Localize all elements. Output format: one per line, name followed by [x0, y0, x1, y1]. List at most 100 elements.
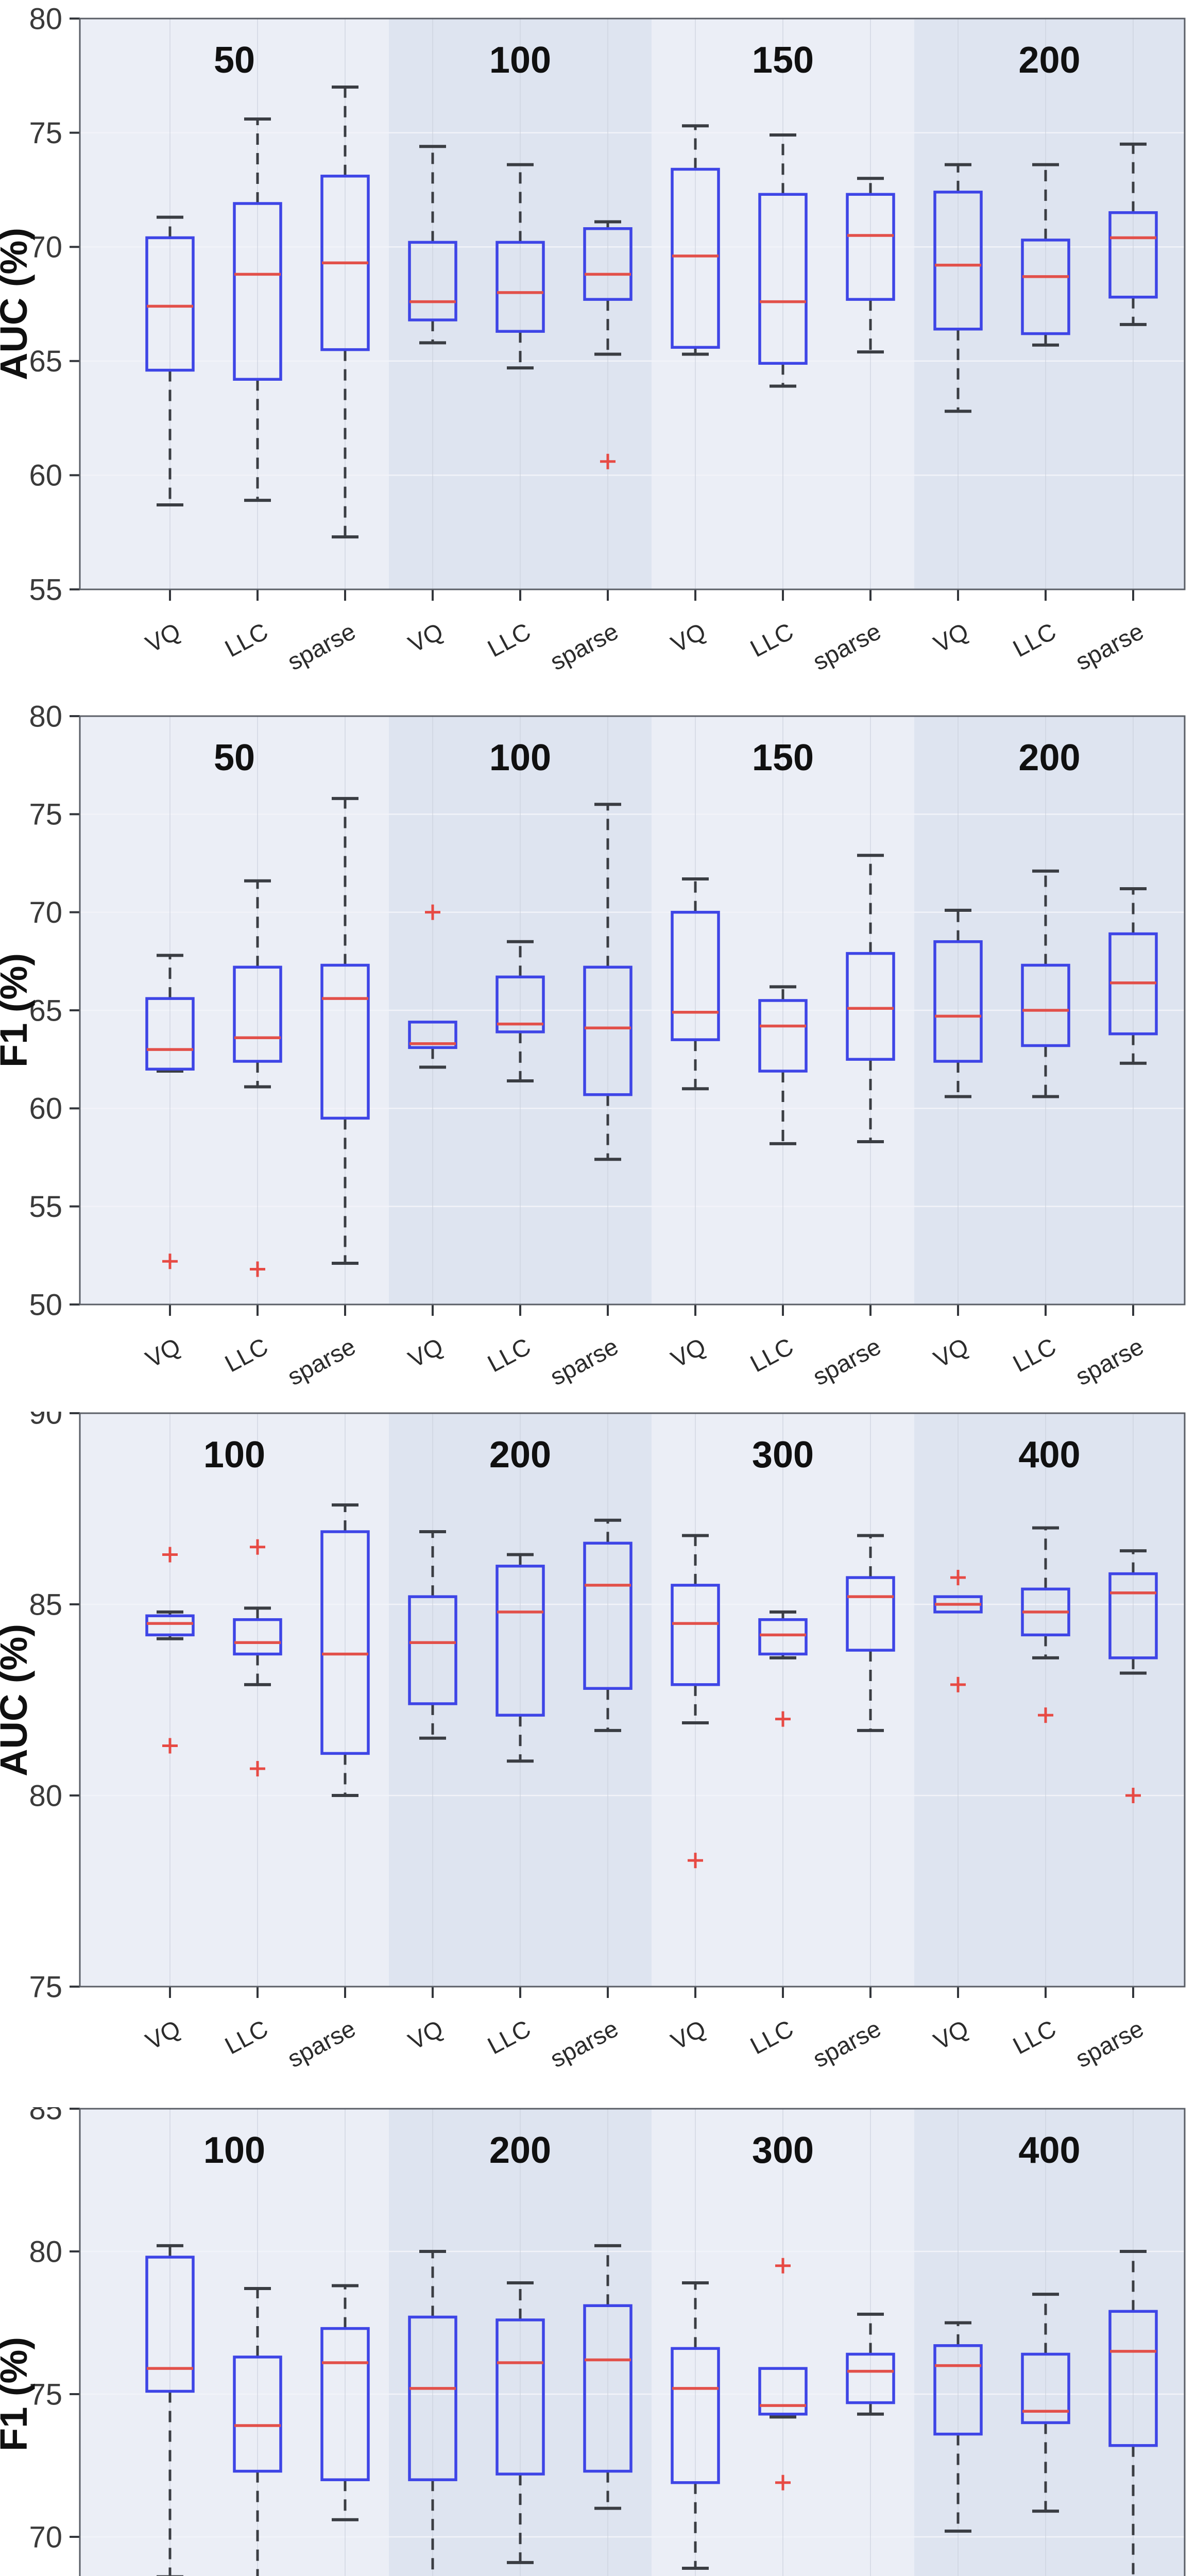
box-iqr: [145, 997, 195, 1071]
group-size-label: 200: [489, 1434, 551, 1476]
x-tick-label: VQ: [929, 2014, 973, 2055]
group-band: [914, 1413, 1185, 1987]
y-tick-label: 90: [29, 1412, 62, 1430]
x-tick-label: sparse: [808, 617, 885, 675]
x-tick-label: VQ: [141, 2014, 185, 2055]
box-iqr: [408, 2315, 457, 2481]
x-tick-label: LLC: [1009, 2014, 1061, 2059]
x-tick-label: sparse: [283, 1332, 360, 1391]
x-tick-label: sparse: [545, 1332, 622, 1391]
x-tick-label: LLC: [1009, 617, 1061, 662]
x-tick-label: LLC: [483, 617, 535, 662]
box-iqr: [933, 940, 983, 1063]
x-tick-label: sparse: [808, 2014, 885, 2073]
box-iqr: [145, 236, 195, 372]
axes-frame: [79, 2108, 1186, 2576]
x-tick-label: sparse: [545, 617, 622, 675]
x-tick-label: LLC: [483, 2014, 535, 2059]
y-tick-label: 60: [29, 1092, 62, 1126]
box-iqr: [1108, 211, 1158, 299]
box-iqr: [233, 1618, 282, 1656]
x-tick-label: VQ: [141, 617, 185, 658]
box-iqr: [408, 241, 457, 321]
group-size-label: 300: [752, 2130, 814, 2171]
box-iqr: [233, 202, 282, 381]
y-tick-label: 85: [29, 2107, 62, 2126]
x-tick-label: LLC: [1009, 1332, 1061, 1377]
y-axis-label: AUC (%): [0, 1624, 35, 1776]
box-iqr: [583, 227, 633, 301]
box-iqr: [583, 2304, 633, 2473]
x-tick-label: LLC: [220, 2014, 272, 2059]
group-size-label: 50: [214, 737, 255, 778]
box-iqr: [846, 2352, 895, 2404]
group-size-label: 100: [203, 2130, 265, 2171]
box-iqr: [671, 910, 720, 1041]
y-tick-label: 80: [29, 2, 62, 36]
box-iqr: [583, 1541, 633, 1690]
box-iqr: [1021, 2352, 1070, 2425]
group-size-label: 150: [752, 737, 814, 778]
x-tick-label: VQ: [929, 617, 973, 658]
group-size-label: 200: [1018, 737, 1080, 778]
x-tick-label: sparse: [545, 2014, 622, 2073]
y-tick-label: 70: [29, 231, 62, 264]
group-band: [80, 1413, 389, 1987]
box-iqr: [320, 2327, 370, 2481]
box-iqr: [145, 1614, 195, 1637]
x-tick-label: VQ: [404, 617, 448, 658]
x-tick-label: VQ: [404, 2014, 448, 2055]
box-iqr: [933, 191, 983, 331]
box-iqr: [671, 1584, 720, 1686]
axes-frame: [79, 18, 1186, 590]
y-tick-label: 85: [29, 1588, 62, 1621]
x-tick-label: sparse: [808, 1332, 885, 1391]
boxplot-panel-f1-bottom: VQLLCsparseVQLLCsparseVQLLCsparseVQLLCsp…: [0, 2107, 1186, 2576]
group-size-label: 150: [752, 40, 814, 81]
box-iqr: [758, 193, 808, 365]
group-size-label: 200: [1018, 40, 1080, 81]
box-iqr: [1021, 239, 1070, 335]
y-tick-label: 75: [29, 2378, 62, 2411]
y-tick-label: 80: [29, 2235, 62, 2268]
group-size-label: 100: [489, 737, 551, 778]
y-tick-label: 75: [29, 116, 62, 150]
box-iqr: [496, 975, 545, 1033]
boxplot-panel-f1-top: VQ LLC sparse VQ LLC sparse VQ LLC sparse VQ LLC sp…: [0, 700, 1186, 1391]
x-tick-label: LLC: [746, 617, 798, 662]
box-iqr: [846, 193, 895, 301]
box-iqr: [145, 2256, 195, 2393]
y-axis-label: AUC (%): [0, 228, 35, 380]
box-iqr: [1021, 963, 1070, 1047]
y-tick-label: 55: [29, 1190, 62, 1224]
box-iqr: [846, 952, 895, 1061]
axes-frame: [79, 715, 1186, 1306]
box-iqr: [758, 999, 808, 1073]
group-band: [914, 2109, 1185, 2576]
box-iqr: [758, 2367, 808, 2416]
x-tick-label: sparse: [1071, 2014, 1148, 2073]
group-size-label: 100: [489, 40, 551, 81]
x-tick-label: VQ: [404, 1332, 448, 1373]
axes-frame: [79, 1412, 1186, 1988]
box-iqr: [320, 963, 370, 1120]
box-iqr: [233, 2355, 282, 2473]
group-size-label: 300: [752, 1434, 814, 1476]
group-size-label: 50: [214, 40, 255, 81]
boxplot-panel-auc-bottom: VQ LLC sparse VQ LLC sparse VQ LLC sparse VQ LLC sp…: [0, 1412, 1186, 2073]
y-tick-label: 55: [29, 573, 62, 606]
group-band: [914, 19, 1185, 589]
box-iqr: [233, 965, 282, 1063]
x-tick-label: VQ: [667, 617, 710, 658]
box-iqr: [671, 167, 720, 349]
x-tick-label: LLC: [483, 1332, 535, 1377]
box-iqr: [496, 241, 545, 333]
y-tick-label: 50: [29, 1288, 62, 1321]
y-tick-label: 65: [29, 345, 62, 378]
y-axis-label: F1 (%): [0, 2337, 35, 2451]
box-iqr: [408, 1021, 457, 1049]
x-tick-label: sparse: [1071, 617, 1148, 675]
group-size-label: 100: [203, 1434, 265, 1476]
box-iqr: [1108, 2310, 1158, 2447]
x-tick-label: LLC: [746, 1332, 798, 1377]
